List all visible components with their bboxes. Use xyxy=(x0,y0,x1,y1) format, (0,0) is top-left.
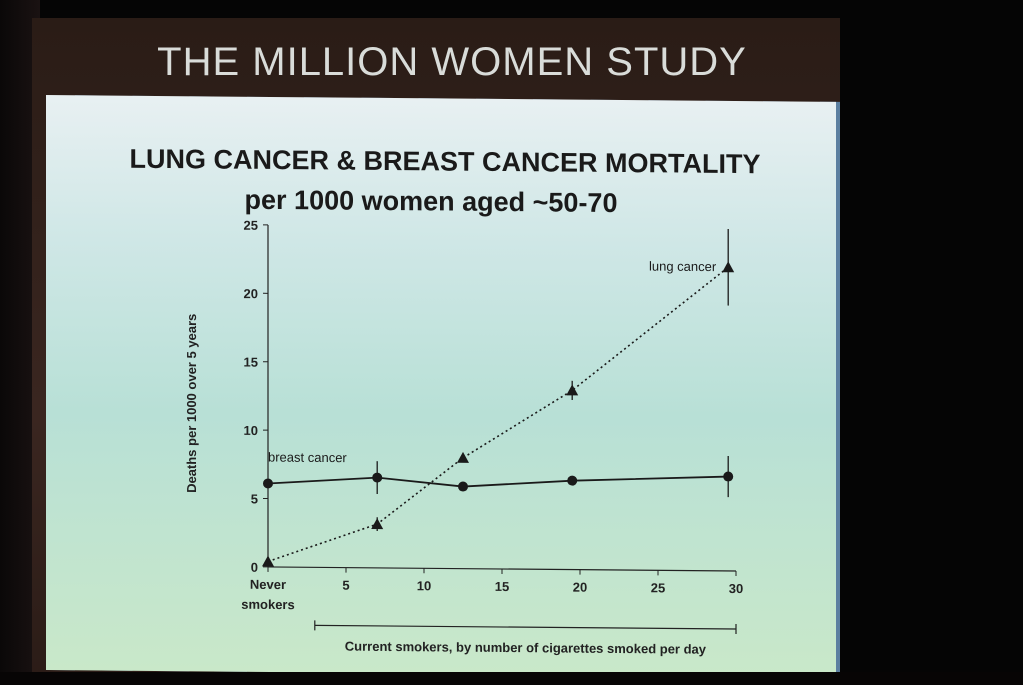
x-axis-label: Current smokers, by number of cigarettes… xyxy=(345,639,707,657)
slide: LUNG CANCER & BREAST CANCER MORTALITY pe… xyxy=(46,95,836,677)
x-axis-line xyxy=(268,566,736,572)
mortality-chart: 0 5 10 15 20 25 Never 5 10 15 20 25 30 smokers Current… xyxy=(184,218,743,657)
y-tick-label: 25 xyxy=(244,218,258,233)
breast-cancer-point xyxy=(567,475,578,486)
lung-cancer-line xyxy=(267,266,729,563)
smokers-range-line xyxy=(314,624,736,630)
x-tick-label: 30 xyxy=(729,581,743,596)
breast-cancer-point xyxy=(723,471,734,482)
y-tick-label: 5 xyxy=(251,491,258,506)
breast-cancer-point xyxy=(372,472,383,483)
banner-title: THE MILLION WOMEN STUDY xyxy=(157,40,747,84)
y-tick-label: 0 xyxy=(251,560,258,575)
x-tick-label: 5 xyxy=(342,578,349,593)
floor-strip xyxy=(0,672,1023,685)
lung-cancer-label: lung cancer xyxy=(649,259,717,275)
lung-cancer-point xyxy=(371,518,384,530)
y-tick-label: 15 xyxy=(244,355,258,370)
lung-cancer-point xyxy=(722,261,735,273)
y-tick-label: 10 xyxy=(244,423,258,438)
y-tick-label: 20 xyxy=(244,286,258,301)
lung-cancer-point xyxy=(457,451,469,463)
x-tick-label: 20 xyxy=(573,580,587,595)
x-tick-label: Never xyxy=(250,577,286,592)
x-tick-label: 10 xyxy=(417,578,431,593)
breast-cancer-point xyxy=(458,481,468,492)
lung-cancer-point xyxy=(262,555,274,567)
x-tick-label: 15 xyxy=(495,579,509,594)
lung-cancer-point xyxy=(566,384,579,396)
breast-cancer-label: breast cancer xyxy=(268,449,347,465)
x-tick-label: 25 xyxy=(651,580,665,595)
x-tick-sublabel: smokers xyxy=(241,597,294,612)
y-axis-label: Deaths per 1000 over 5 years xyxy=(184,314,199,493)
breast-cancer-point xyxy=(263,478,273,489)
breast-cancer-line xyxy=(267,475,729,488)
